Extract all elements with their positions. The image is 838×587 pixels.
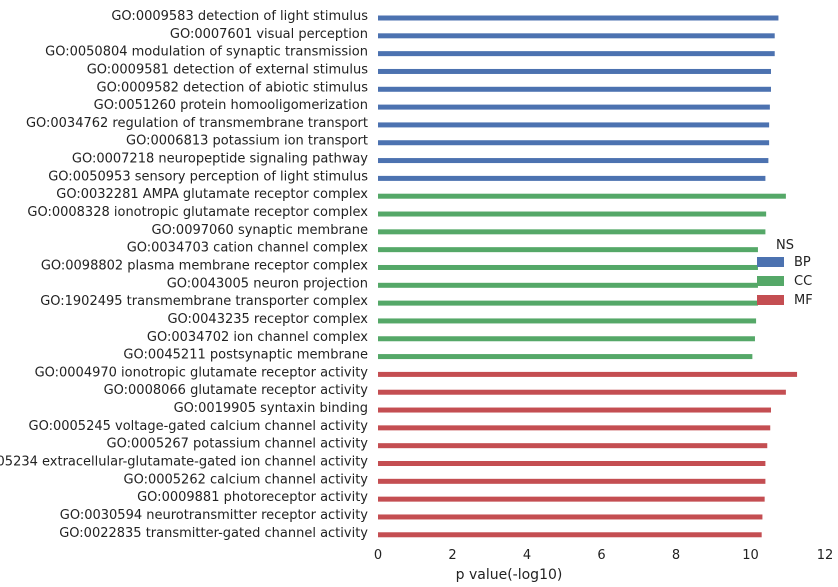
y-tick-label: GO:0030594 neurotransmitter receptor act… [60,508,369,523]
legend-label-cc: CC [794,274,812,289]
x-tick-label: 0 [374,548,382,563]
y-tick-label: GO:0009582 detection of abiotic stimulus [97,80,369,95]
bar-cc-7 [378,318,757,324]
bar-cc-6 [378,300,758,306]
bar-cc-4 [378,264,758,270]
x-tick-labels: 0 2 4 6 8 10 12 [374,548,833,563]
bar-mf-1 [378,389,786,395]
x-tick-label: 6 [597,548,605,563]
y-tick-label: GO:0019905 syntaxin binding [174,401,368,416]
bar-cc-2 [378,229,766,235]
bar-bp-6 [378,122,770,128]
bar-mf-4 [378,443,768,449]
y-tick-label: GO:0005262 calcium channel activity [124,472,369,487]
y-tick-label: GO:0045211 postsynaptic membrane [123,348,368,363]
bar-mf-6 [378,478,766,484]
x-tick-label: 4 [523,548,531,563]
bar-mf-7 [378,496,765,502]
y-tick-label: GO:0006813 potassium ion transport [126,134,368,149]
bar-mf-9 [378,532,762,538]
bar-mf-8 [378,514,763,520]
x-axis-label: p value(-log10) [456,567,563,583]
bar-mf-5 [378,461,766,466]
legend-label-bp: BP [794,255,811,270]
x-tick-label: 12 [817,548,834,563]
y-tick-label: GO:0034703 cation channel complex [127,241,369,256]
legend-label-mf: MF [794,293,813,308]
y-tick-label: GO:0043005 neuron projection [167,276,368,291]
y-tick-label: GO:0022835 transmitter-gated channel act… [59,526,368,541]
bar-cc-5 [378,282,758,288]
bar-bp-5 [378,104,770,110]
bar-mf-0 [378,371,798,377]
y-tick-label: GO:0032281 AMPA glutamate receptor compl… [56,187,368,202]
y-tick-label: GO:0043235 receptor complex [167,312,368,327]
y-tick-label: GO:0098802 plasma membrane receptor comp… [41,258,368,273]
legend-swatch-cc [757,276,784,286]
y-tick-label: GO:0004970 ionotropic glutamate receptor… [35,365,369,380]
y-tick-label: GO:0050804 modulation of synaptic transm… [45,45,368,60]
legend-swatch-bp [757,257,784,267]
y-tick-label: GO:1902495 transmembrane transporter com… [40,294,368,309]
bar-mf-3 [378,425,771,431]
bars-group [378,15,798,538]
y-tick-label: GO:0034762 regulation of transmembrane t… [26,116,368,131]
y-tick-label: GO:0008328 ionotropic glutamate receptor… [27,205,368,220]
bar-bp-4 [378,86,771,92]
legend: NS BP CC MF [757,238,813,308]
bar-cc-3 [378,247,758,253]
x-tick-label: 2 [448,548,456,563]
bar-cc-9 [378,354,753,360]
y-tick-labels: GO:0009583 detection of light stimulus GO… [0,9,368,541]
y-tick-label: GO:0009583 detection of light stimulus [111,9,368,24]
bar-cc-1 [378,211,767,217]
legend-title: NS [776,238,794,253]
y-tick-label: GO:0009881 photoreceptor activity [137,490,368,505]
y-tick-label: GO:0008066 glutamate receptor activity [104,383,369,398]
y-tick-label: GO:0005234 extracellular-glutamate-gated… [0,455,368,470]
x-tick-label: 8 [672,548,680,563]
bar-bp-0 [378,15,779,21]
bar-cc-0 [378,193,786,199]
y-tick-label: GO:0050953 sensory perception of light s… [48,169,368,184]
x-tick-label: 10 [742,548,759,563]
bar-bp-3 [378,68,771,74]
y-tick-label: GO:0007601 visual perception [170,27,368,42]
legend-swatch-mf [757,295,784,305]
y-tick-label: GO:0005267 potassium channel activity [107,437,369,452]
bar-bp-8 [378,158,769,164]
y-tick-label: GO:0005245 voltage-gated calcium channel… [29,419,369,434]
y-tick-label: GO:0051260 protein homooligomerization [94,98,368,113]
y-tick-label: GO:0009581 detection of external stimulu… [87,62,369,77]
bar-bp-2 [378,51,775,57]
bar-bp-9 [378,175,766,181]
bar-bp-7 [378,140,770,146]
y-tick-label: GO:0034702 ion channel complex [147,330,368,345]
bar-cc-8 [378,336,755,342]
y-tick-label: GO:0007218 neuropeptide signaling pathwa… [72,152,368,167]
bar-bp-1 [378,33,775,39]
y-tick-label: GO:0097060 synaptic membrane [151,223,368,238]
bar-mf-2 [378,407,771,413]
